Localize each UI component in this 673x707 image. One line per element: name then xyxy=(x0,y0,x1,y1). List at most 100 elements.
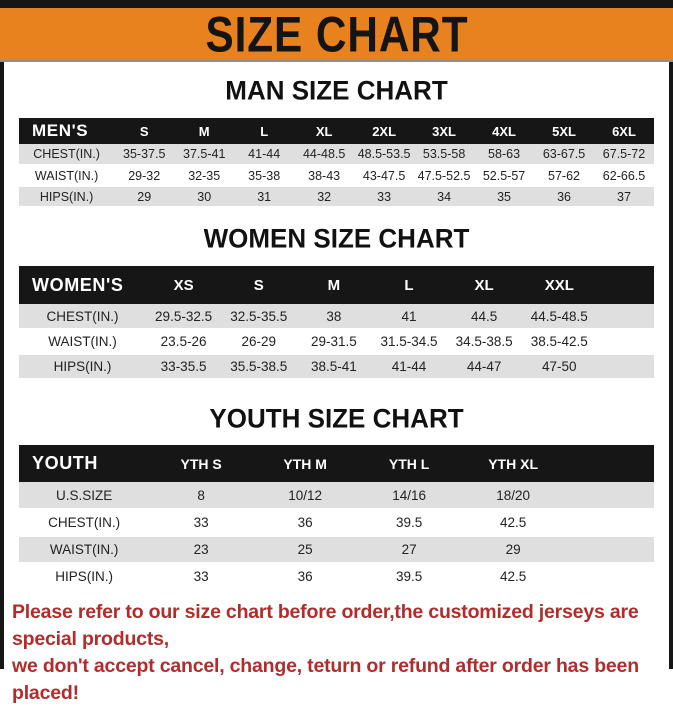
value-cell: 18/20 xyxy=(496,487,531,503)
spacer-cell xyxy=(565,509,654,536)
row-label-cell: WAIST(IN.) xyxy=(49,542,119,557)
row-label-cell: CHEST(IN.) xyxy=(48,515,121,530)
table-row: CHEST(IN.) 29.5-32.5 32.5-35.5 38 41 44.5 44.5… xyxy=(19,304,654,329)
page-title: SIZE CHART xyxy=(204,5,469,63)
header-row: MEN'S S M L XL 2XL 3XL 4XL 5XL 6XL xyxy=(19,118,654,144)
value-cell: 27 xyxy=(401,542,417,557)
value-cell: 33 xyxy=(193,515,209,530)
size-header-cell: 5XL xyxy=(552,123,576,139)
spacer-cell xyxy=(597,266,654,304)
value-cell: 31 xyxy=(257,189,272,204)
row-label-cell: HIPS(IN.) xyxy=(39,189,94,204)
value-cell: 29 xyxy=(505,542,521,557)
row-label-cell: U.S.SIZE xyxy=(55,487,113,503)
value-cell: 41-44 xyxy=(248,147,281,161)
header-row: YOUTH YTH S YTH M YTH L YTH XL xyxy=(19,445,654,482)
value-cell: 30 xyxy=(197,189,212,204)
title-banner: SIZE CHART xyxy=(0,8,673,62)
value-cell: 47.5-52.5 xyxy=(417,168,471,183)
value-cell: 41 xyxy=(401,308,417,324)
top-border-strip xyxy=(0,0,673,8)
size-header-cell: M xyxy=(327,276,341,294)
size-header-cell: 6XL xyxy=(612,123,636,139)
value-cell: 29-32 xyxy=(128,168,161,183)
value-cell: 38 xyxy=(326,308,342,324)
value-cell: 34.5-38.5 xyxy=(455,334,513,349)
value-cell: 42.5 xyxy=(499,569,527,584)
value-cell: 42.5 xyxy=(499,515,527,530)
value-cell: 35-38 xyxy=(248,168,281,183)
size-header-cell: L xyxy=(260,123,269,139)
value-cell: 29-31.5 xyxy=(310,334,357,349)
value-cell: 52.5-57 xyxy=(482,168,526,183)
size-header-cell: S xyxy=(139,123,149,139)
value-cell: 36 xyxy=(297,515,313,530)
value-cell: 38.5-41 xyxy=(310,359,357,374)
value-cell: 35.5-38.5 xyxy=(230,359,288,374)
note-line-2: we don't accept cancel, change, teturn o… xyxy=(12,655,639,704)
value-cell: 44-47 xyxy=(466,359,502,374)
value-cell: 41-44 xyxy=(391,359,427,374)
value-cell: 44.5-48.5 xyxy=(530,308,588,324)
size-header-cell: XL xyxy=(474,276,494,294)
spacer-cell xyxy=(565,482,654,509)
value-cell: 33 xyxy=(193,569,209,584)
women-size-table: WOMEN'S XS S M L XL XXL CHEST(IN.) 29.5-32.5 32.5… xyxy=(19,266,654,380)
size-header-cell: 2XL xyxy=(372,123,397,139)
header-row: WOMEN'S XS S M L XL XXL xyxy=(19,266,654,304)
table-label-cell: MEN'S xyxy=(32,121,89,140)
row-label-cell: CHEST(IN.) xyxy=(46,308,119,324)
size-header-cell: S xyxy=(253,276,264,294)
value-cell: 48.5-53.5 xyxy=(357,147,411,161)
table-row: CHEST(IN.) 35-37.5 37.5-41 41-44 44-48.5 48.5… xyxy=(19,144,654,165)
value-cell: 8 xyxy=(197,487,205,503)
size-header-cell: 3XL xyxy=(432,123,456,139)
row-label-cell: HIPS(IN.) xyxy=(53,359,112,374)
size-header-cell: XS xyxy=(173,276,194,294)
value-cell: 39.5 xyxy=(395,515,423,530)
section-women: WOMEN SIZE CHART WOMEN'S XS S M L XL XXL CHEST(… xyxy=(4,222,669,380)
section-youth: YOUTH SIZE CHART YOUTH YTH S YTH M YTH L YTH… xyxy=(4,402,669,591)
value-cell: 62-66.5 xyxy=(602,168,646,183)
value-cell: 31.5-34.5 xyxy=(380,334,438,349)
men-section-heading: MAN SIZE CHART xyxy=(225,74,448,106)
value-cell: 57-62 xyxy=(548,168,580,183)
spacer-cell xyxy=(565,536,654,563)
value-cell: 63-67.5 xyxy=(542,147,586,161)
value-cell: 44-48.5 xyxy=(302,147,346,161)
size-header-cell: 4XL xyxy=(492,123,516,139)
value-cell: 47-50 xyxy=(542,359,577,374)
value-cell: 36 xyxy=(557,189,571,204)
row-label-cell: CHEST(IN.) xyxy=(33,147,100,161)
value-cell: 26-29 xyxy=(241,334,276,349)
size-header-cell: YTH S xyxy=(180,455,222,472)
size-header-cell: YTH L xyxy=(388,455,430,472)
table-label-cell: WOMEN'S xyxy=(32,274,124,295)
size-header-cell: XXL xyxy=(544,276,574,294)
value-cell: 10/12 xyxy=(288,487,323,503)
value-cell: 43-47.5 xyxy=(362,168,406,183)
note-line-1: Please refer to our size chart before or… xyxy=(12,601,639,650)
value-cell: 14/16 xyxy=(392,487,427,503)
spacer-cell xyxy=(565,445,654,482)
value-cell: 67.5-72 xyxy=(602,147,646,161)
spacer-cell xyxy=(597,354,654,379)
size-header-cell: XL xyxy=(315,123,333,139)
table-row: CHEST(IN.) 33 36 39.5 42.5 xyxy=(19,509,654,536)
size-header-cell: YTH XL xyxy=(488,455,538,472)
value-cell: 44.5 xyxy=(470,308,498,324)
chart-body: MAN SIZE CHART MEN'S S M L XL 2XL 3XL 4XL 5XL 6XL… xyxy=(4,74,669,591)
size-header-cell: L xyxy=(404,276,414,294)
value-cell: 29.5-32.5 xyxy=(155,308,213,324)
table-row: WAIST(IN.) 23.5-26 26-29 29-31.5 31.5-34.5 34… xyxy=(19,329,654,354)
value-cell: 33 xyxy=(377,189,392,204)
table-row: HIPS(IN.) 33-35.5 35.5-38.5 38.5-41 41-44 44-… xyxy=(19,354,654,379)
row-label-cell: WAIST(IN.) xyxy=(34,168,99,183)
row-label-cell: WAIST(IN.) xyxy=(48,334,117,349)
value-cell: 25 xyxy=(297,542,313,557)
size-header-cell: M xyxy=(198,123,210,139)
youth-section-heading: YOUTH SIZE CHART xyxy=(209,402,464,434)
table-row: WAIST(IN.) 29-32 32-35 35-38 38-43 43-47.5 47.… xyxy=(19,165,654,186)
value-cell: 39.5 xyxy=(395,569,423,584)
